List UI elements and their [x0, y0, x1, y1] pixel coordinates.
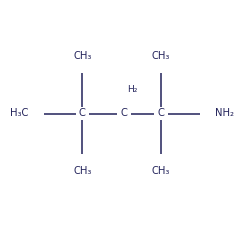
Text: CH₃: CH₃ — [73, 51, 92, 61]
Text: C: C — [121, 109, 128, 118]
Text: NH₂: NH₂ — [215, 109, 234, 118]
Text: H₂: H₂ — [127, 85, 137, 94]
Text: CH₃: CH₃ — [152, 166, 170, 176]
Text: C: C — [79, 109, 86, 118]
Text: H₃C: H₃C — [10, 109, 28, 118]
Text: CH₃: CH₃ — [152, 51, 170, 61]
Text: CH₃: CH₃ — [73, 166, 92, 176]
Text: C: C — [158, 109, 165, 118]
